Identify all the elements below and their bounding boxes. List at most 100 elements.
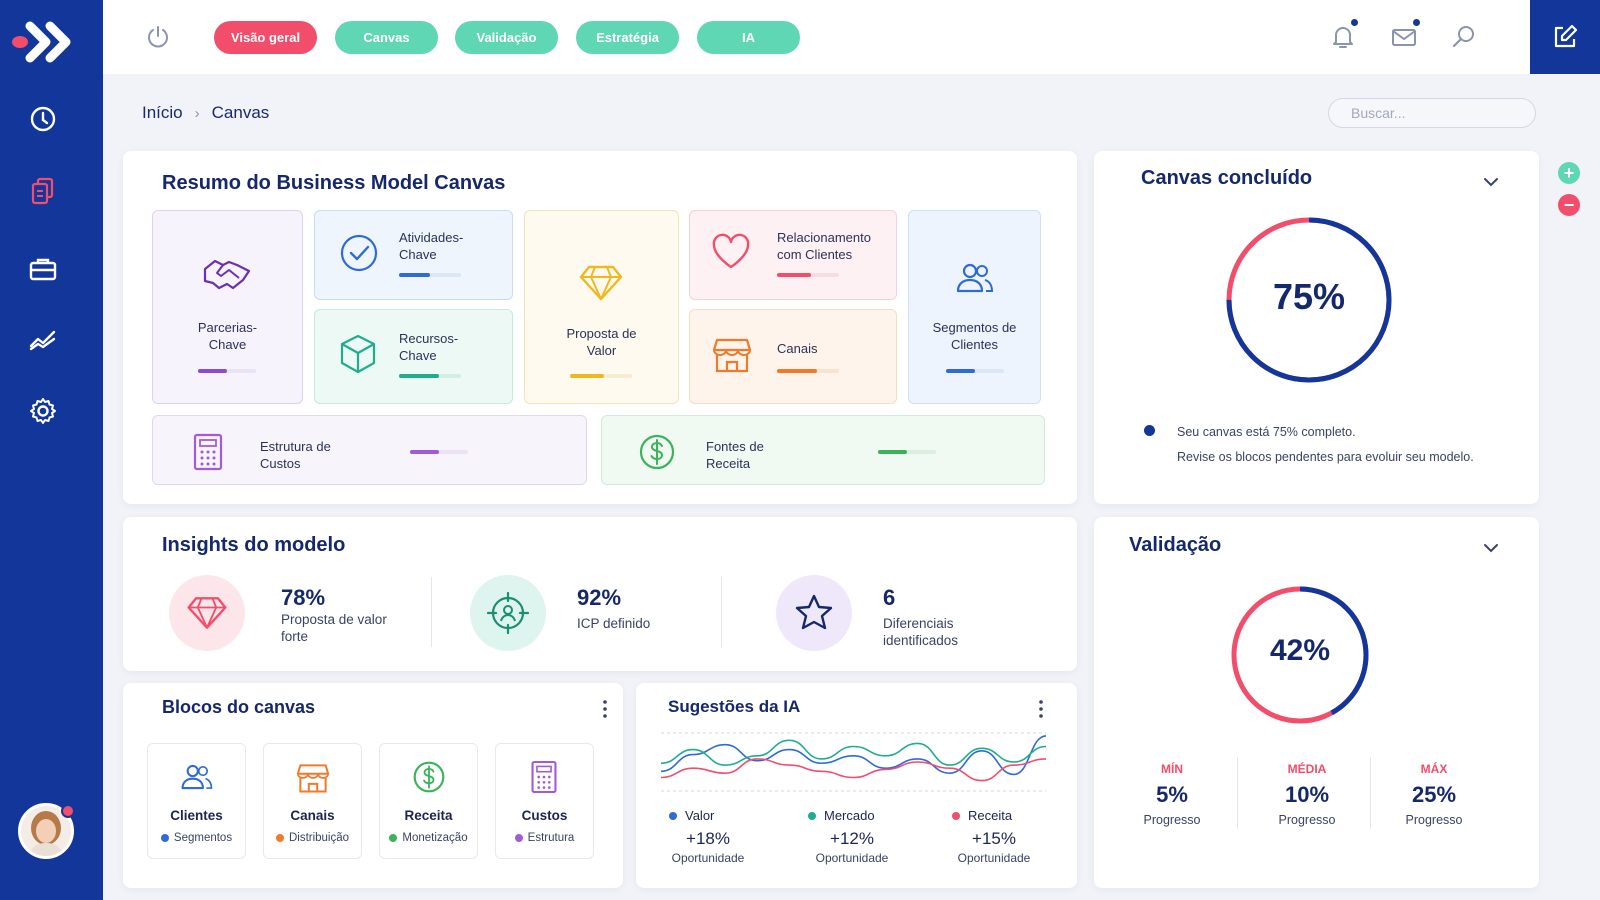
block-parcerias-chave[interactable]: Parcerias- Chave bbox=[152, 210, 303, 404]
stat-max-head: MÁX bbox=[1420, 762, 1448, 776]
legend-value: +12% bbox=[830, 829, 874, 848]
progress-track bbox=[777, 273, 839, 277]
color-dot bbox=[389, 834, 398, 842]
gear-icon[interactable] bbox=[26, 394, 60, 428]
insights-card: Insights do modelo 78% Proposta de valor… bbox=[123, 517, 1077, 671]
insight-target-badge bbox=[470, 575, 546, 651]
mini-block-canais[interactable]: Canais Distribuição bbox=[263, 743, 362, 859]
documents-icon[interactable] bbox=[26, 174, 60, 208]
briefcase-icon[interactable] bbox=[26, 252, 60, 286]
heart-icon bbox=[712, 233, 750, 269]
more-options-icon[interactable] bbox=[600, 699, 610, 719]
bell-badge bbox=[1351, 19, 1358, 26]
block-label: Parcerias- Chave bbox=[197, 320, 258, 352]
stat-max-sub: Progresso bbox=[1405, 813, 1463, 827]
legend-receita: Receita bbox=[952, 808, 1012, 823]
color-dot bbox=[514, 834, 523, 842]
tab-canvas[interactable]: Canvas bbox=[335, 21, 438, 54]
zoom-out-button[interactable]: − bbox=[1558, 194, 1580, 216]
block-recursos-chave[interactable]: Recursos- Chave bbox=[314, 309, 513, 404]
stat-avg-head: MÉDIA bbox=[1287, 762, 1327, 776]
legend-mercado: Mercado bbox=[808, 808, 875, 823]
mini-block-name: Canais bbox=[290, 808, 335, 823]
tab-ia[interactable]: IA bbox=[697, 21, 800, 54]
legend-sub: Oportunidade bbox=[957, 851, 1031, 865]
breadcrumb-home[interactable]: Início bbox=[142, 103, 183, 122]
edit-icon bbox=[1554, 24, 1578, 48]
insight-label: Diferenciais identificados bbox=[883, 616, 959, 648]
block-proposta-de-valor[interactable]: Proposta de Valor bbox=[524, 210, 679, 404]
divider bbox=[1370, 757, 1371, 829]
stat-avg-value: 10% bbox=[1284, 782, 1330, 807]
progress-track bbox=[946, 369, 1004, 373]
donut-progress bbox=[1226, 217, 1392, 383]
block-label: Relacionamento com Clientes bbox=[777, 230, 871, 262]
more-options-icon[interactable] bbox=[1036, 699, 1046, 719]
zoom-in-button[interactable]: + bbox=[1558, 162, 1580, 184]
progress-track bbox=[198, 369, 256, 373]
legend-sub: Oportunidade bbox=[815, 851, 889, 865]
mini-block-custos[interactable]: Custos Estrutura bbox=[495, 743, 594, 859]
tab-estrategia[interactable]: Estratégia bbox=[576, 21, 679, 54]
tab-visao-geral[interactable]: Visão geral bbox=[214, 21, 317, 54]
notification-dot bbox=[61, 804, 75, 818]
tab-validacao[interactable]: Validação bbox=[455, 21, 558, 54]
edit-button[interactable] bbox=[1530, 0, 1600, 74]
validation-percent: 42% bbox=[1269, 634, 1331, 667]
block-segmentos-clientes[interactable]: Segmentos de Clientes bbox=[908, 210, 1041, 404]
trend-icon[interactable] bbox=[26, 322, 60, 356]
store-icon bbox=[296, 764, 330, 793]
series-line-valor bbox=[661, 735, 1046, 776]
mini-block-name: Receita bbox=[404, 808, 453, 823]
insights-title: Insights do modelo bbox=[162, 534, 346, 556]
block-label: Segmentos de Clientes bbox=[932, 320, 1017, 352]
stat-max-value: 25% bbox=[1411, 782, 1457, 807]
mini-block-name: Clientes bbox=[170, 808, 223, 823]
ai-title: Sugestões da IA bbox=[668, 697, 801, 716]
star-icon bbox=[795, 594, 833, 630]
donut-progress bbox=[1231, 586, 1369, 724]
chevron-down-icon[interactable] bbox=[1482, 539, 1500, 557]
block-relacionamento-clientes[interactable]: Relacionamento com Clientes bbox=[689, 210, 897, 300]
bmc-card: Resumo do Business Model Canvas Parceria… bbox=[123, 151, 1077, 504]
avatar[interactable] bbox=[18, 803, 74, 859]
search-input[interactable] bbox=[1328, 98, 1536, 128]
insight-value: 92% bbox=[577, 585, 622, 610]
search-icon[interactable] bbox=[1449, 22, 1479, 52]
block-label: Fontes de Receita bbox=[706, 439, 764, 471]
legend-sub: Oportunidade bbox=[671, 851, 745, 865]
calculator-icon bbox=[193, 433, 223, 471]
users-icon bbox=[956, 263, 994, 293]
mini-block-receita[interactable]: Receita Monetização bbox=[379, 743, 478, 859]
mail-icon[interactable] bbox=[1389, 22, 1419, 52]
block-estrutura-custos[interactable]: Estrutura de Custos bbox=[152, 415, 587, 485]
bmc-title: Resumo do Business Model Canvas bbox=[162, 172, 506, 194]
progress-fill bbox=[777, 369, 818, 373]
validation-title: Validação bbox=[1129, 534, 1222, 556]
insight-diamond-badge bbox=[169, 575, 245, 651]
sidebar bbox=[0, 0, 103, 900]
canvas-done-percent: 75% bbox=[1272, 276, 1346, 317]
chevron-down-icon[interactable] bbox=[1482, 173, 1500, 191]
canvas-done-donut bbox=[1226, 217, 1392, 383]
series-line-mercado bbox=[661, 739, 1046, 766]
mini-block-sub-label: Estrutura bbox=[527, 832, 575, 844]
mini-block-clientes[interactable]: Clientes Segmentos bbox=[147, 743, 246, 859]
block-atividades-chave[interactable]: Atividades- Chave bbox=[314, 210, 513, 300]
block-canais[interactable]: Canais bbox=[689, 309, 897, 404]
insight-value: 78% bbox=[281, 585, 326, 610]
top-bar: Visão geral Canvas Validação Estratégia … bbox=[103, 0, 1530, 74]
insight-value: 6 bbox=[883, 585, 896, 610]
logo-icon[interactable] bbox=[10, 18, 80, 66]
divider bbox=[721, 577, 722, 647]
clock-icon[interactable] bbox=[26, 102, 60, 136]
progress-track bbox=[777, 369, 839, 373]
bell-icon[interactable] bbox=[1328, 22, 1358, 52]
stat-avg-sub: Progresso bbox=[1278, 813, 1336, 827]
power-icon[interactable] bbox=[145, 24, 171, 50]
block-fontes-receita[interactable]: Fontes de Receita bbox=[601, 415, 1045, 485]
progress-track bbox=[399, 273, 461, 277]
stat-min-head: MÍN bbox=[1161, 762, 1183, 776]
cube-icon bbox=[340, 334, 376, 374]
block-label: Recursos- Chave bbox=[399, 331, 459, 363]
